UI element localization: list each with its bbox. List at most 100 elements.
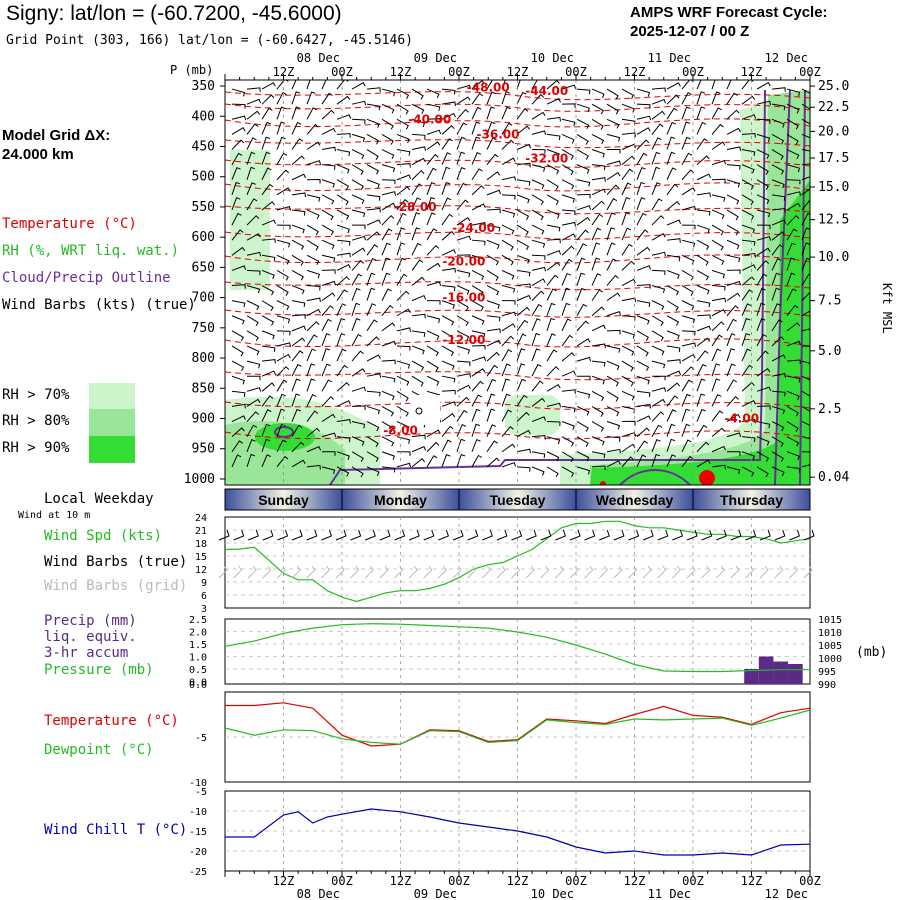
wind-barb: [246, 315, 259, 327]
wind-barb: [246, 411, 260, 422]
wind-barb: [276, 366, 290, 377]
wind-barb: [306, 91, 316, 105]
wind-barb: [246, 453, 256, 468]
wind-barb: [351, 118, 366, 125]
wind-barb: [306, 348, 316, 362]
wind-barb: [231, 360, 245, 371]
surface-wind-barb-grid: [569, 565, 579, 579]
wind-barb: [426, 88, 440, 99]
wind-barb: [546, 194, 559, 205]
wind-barb: [786, 288, 797, 301]
legend-rh80-label: RH > 80%: [2, 413, 70, 429]
wind-barb: [756, 260, 770, 271]
wind-barb: [366, 87, 381, 92]
wind-barb: [606, 436, 621, 442]
wind-barb: [381, 451, 395, 461]
wind-barb: [396, 133, 410, 144]
wind-barb: [486, 208, 501, 214]
wind-barb: [321, 146, 336, 152]
wind-barb: [711, 107, 722, 120]
wind-barb: [771, 421, 785, 432]
wind-barb: [261, 121, 271, 135]
surface-wind-barb-true: [701, 529, 713, 541]
wind-barb: [546, 164, 560, 175]
wind-barb: [786, 421, 799, 432]
wind-barb: [636, 127, 651, 135]
wind-barb: [741, 264, 756, 271]
cloud-outline: [619, 469, 691, 485]
wind-barb: [441, 401, 457, 407]
wind-barb: [561, 287, 571, 301]
wind-barb: [246, 300, 260, 311]
wind-barb: [321, 109, 335, 120]
surface-wind-barb-true: [365, 529, 376, 541]
surface-wind-barb-true: [321, 529, 332, 541]
top-time-label: 12Z: [273, 65, 295, 79]
wind-barb: [276, 285, 289, 296]
surface-wind-barb-grid: [613, 565, 623, 579]
wind-barb: [531, 451, 546, 459]
wind-barb: [606, 329, 621, 335]
wind-barb: [531, 397, 546, 407]
wind-barb: [546, 451, 560, 462]
wind-barb: [246, 215, 260, 226]
wind-barb: [381, 149, 395, 160]
wind-barb: [756, 149, 770, 160]
wind-barb: [321, 254, 336, 263]
wind-barb: [771, 207, 786, 213]
wind-barb: [351, 368, 366, 377]
top-date-label: 12 Dec: [765, 51, 808, 65]
wind-barb: [411, 294, 427, 302]
wind-barb: [786, 149, 800, 160]
wind-barb: [771, 287, 781, 301]
legend-pressure: Pressure (mb): [44, 662, 154, 678]
wind-barb: [231, 403, 246, 409]
wind-barb: [756, 273, 768, 286]
wind-barb: [441, 315, 455, 326]
wind-barb: [366, 466, 380, 476]
wind-barb: [711, 141, 726, 150]
wind-barb: [546, 366, 560, 377]
wind-barb: [351, 318, 361, 332]
wind-barb: [741, 95, 756, 105]
isotherm-line: [225, 338, 810, 348]
wind-barb: [396, 360, 411, 369]
wind-barb: [681, 239, 696, 248]
wind-barb: [621, 155, 635, 166]
wind-barb: [531, 179, 545, 190]
wind-barb: [246, 110, 261, 120]
wind-barb: [801, 212, 810, 226]
wind-barb: [351, 224, 366, 230]
wind-barb: [621, 182, 632, 196]
wind-barb: [381, 272, 391, 286]
wind-barb: [591, 188, 606, 196]
wind-barb: [636, 345, 649, 357]
legend-wind-10m: Wind at 10 m: [18, 510, 91, 521]
model-grid-value: 24.000 km: [2, 146, 74, 163]
surface-wind-barb-true: [745, 529, 757, 541]
wind-barb: [516, 394, 528, 407]
wind-barb: [651, 300, 665, 311]
wind-barb: [381, 118, 394, 130]
wind-barb: [276, 152, 288, 165]
wind-barb: [741, 132, 756, 138]
top-date-label: 11 Dec: [648, 51, 691, 65]
surface-wind-barb-grid: [335, 565, 345, 579]
wind-barb: [366, 373, 382, 378]
wind-speed-tick-label: 24: [195, 513, 207, 524]
wind-barb: [516, 224, 529, 236]
surface-wind-barb-true: [803, 529, 815, 541]
wind-barb: [771, 390, 786, 397]
wind-barb: [516, 91, 527, 105]
wind-barb: [396, 242, 406, 256]
legend-local-weekday: Local Weekday: [44, 491, 154, 507]
cloud-outline: [329, 89, 766, 485]
wind-barb: [726, 292, 741, 302]
wind-chill-tick-label: -10: [189, 807, 207, 818]
wind-barb: [756, 194, 770, 205]
wind-barb: [231, 139, 245, 150]
wind-barb: [261, 395, 274, 407]
wind-barb: [321, 80, 327, 90]
wind-barb: [546, 116, 561, 122]
wind-barb: [441, 300, 455, 309]
